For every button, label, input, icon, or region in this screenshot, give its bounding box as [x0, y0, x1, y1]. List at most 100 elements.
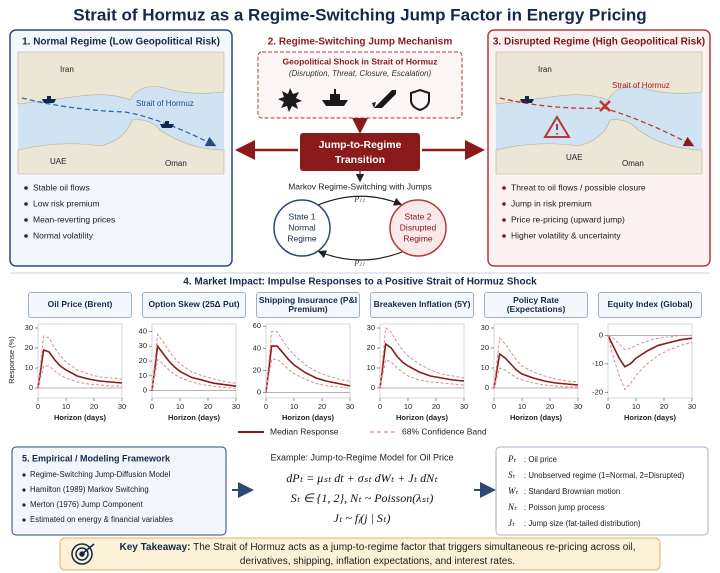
y-tick-label: 20: [481, 343, 489, 352]
y-tick-label: 0: [371, 383, 375, 392]
y-tick-label: 10: [25, 363, 33, 372]
series-line: [493, 336, 579, 389]
title: Strait of Hormuz as a Regime-Switching J…: [73, 5, 646, 24]
legend-label: 68% Confidence Band: [402, 426, 487, 436]
bullet: [24, 234, 28, 238]
x-tick-label: 30: [574, 402, 582, 411]
series-line: [493, 352, 579, 389]
plot-frame: [151, 323, 237, 399]
x-axis-label: Horizon (days): [510, 413, 563, 422]
map-label: Iran: [538, 65, 552, 74]
bullet: [502, 234, 506, 238]
x-tick-label: 20: [546, 402, 554, 411]
y-tick-label: 40: [139, 326, 147, 335]
bullet: [502, 202, 506, 206]
definition-text: : Standard Brownian motion: [524, 487, 620, 496]
bullet-text: Regime-Switching Jump-Diffusion Model: [30, 470, 171, 479]
transition-prob: p₂₁: [354, 256, 365, 266]
definition-symbol: Wₜ: [508, 486, 518, 496]
definition-symbol: Jₜ: [508, 518, 515, 528]
section-heading: 4. Market Impact: Impulse Responses to a…: [183, 277, 537, 288]
map-label: Strait of Hormuz: [136, 99, 194, 108]
y-tick-label: -20: [592, 387, 603, 396]
series-line: [379, 359, 465, 389]
state-label: State 1: [289, 211, 316, 221]
series-line: [37, 335, 123, 389]
map-disrupted: [495, 51, 703, 175]
panel-heading: 2. Regime-Switching Jump Mechanism: [268, 37, 453, 48]
shock-title: Geopolitical Shock in Strait of Hormuz: [283, 56, 438, 66]
panel-heading: 1. Normal Regime (Low Geopolitical Risk): [22, 37, 220, 48]
x-axis-label: Horizon (days): [396, 413, 449, 422]
map-normal: [17, 51, 225, 175]
map-label: UAE: [50, 157, 66, 166]
definitions: Pₜ: Oil price Sₜ: Unobserved regime (1=No…: [507, 454, 685, 528]
series-line: [151, 344, 237, 391]
y-tick-label: 20: [25, 343, 33, 352]
framework-bullets: Regime-Switching Jump-Diffusion Model Ham…: [22, 470, 173, 524]
state-2: [389, 199, 447, 257]
x-tick-label: 0: [492, 402, 496, 411]
bullet: [22, 503, 26, 507]
x-tick-label: 10: [176, 402, 184, 411]
series-line: [607, 335, 693, 368]
y-tick-label: 20: [253, 365, 261, 374]
series-line: [379, 342, 465, 389]
y-tick-label: 0: [257, 387, 261, 396]
chart-title: Shipping Insurance (P&I Premium): [256, 292, 360, 318]
equation: dPₜ = μₛₜ dt + σₛₜ dWₜ + Jₜ dNₜ: [286, 471, 438, 485]
chart-title: Option Skew (25Δ Put): [142, 292, 246, 318]
x-tick-label: 0: [36, 402, 40, 411]
target-icon: [71, 543, 95, 565]
definition-text: : Jump size (fat-tailed distribution): [524, 519, 641, 528]
chart-title: Equity Index (Global): [598, 292, 702, 318]
bullet: [502, 218, 506, 222]
x-tick-label: 10: [518, 402, 526, 411]
definition-symbol: Nₜ: [507, 502, 517, 512]
x-tick-label: 20: [432, 402, 440, 411]
x-tick-label: 20: [204, 402, 212, 411]
y-tick-label: 30: [367, 323, 375, 332]
chart-title: Oil Price (Brent): [28, 292, 132, 318]
bullet-text: Estimated on energy & financial variable…: [30, 515, 173, 524]
transition-prob: p₁₂: [354, 192, 365, 202]
takeaway-box: [59, 537, 661, 571]
map-label: Iran: [60, 65, 74, 74]
y-tick-label: 10: [139, 371, 147, 380]
bullet-text: Jump in risk premium: [511, 198, 592, 208]
y-axis-label: Response (%): [7, 336, 16, 384]
y-tick-label: -10: [592, 359, 603, 368]
series-line: [37, 348, 123, 389]
x-tick-label: 10: [404, 402, 412, 411]
bullet: [24, 186, 28, 190]
bullet: [22, 488, 26, 492]
equation: Jₜ ~ fⱼ(j | Sₜ): [334, 511, 391, 525]
arrow: [317, 195, 403, 206]
map-label: Oman: [165, 159, 187, 168]
definitions-box: [495, 446, 709, 536]
x-tick-label: 30: [232, 402, 240, 411]
state-label: Regime: [403, 233, 433, 243]
series-line: [607, 334, 692, 351]
y-tick-label: 30: [481, 323, 489, 332]
series-line: [151, 333, 237, 391]
y-tick-label: 20: [139, 356, 147, 365]
y-tick-label: 40: [253, 343, 261, 352]
x-tick-label: 10: [62, 402, 70, 411]
y-tick-label: 10: [367, 363, 375, 372]
x-tick-label: 10: [290, 402, 298, 411]
y-tick-label: 0: [485, 383, 489, 392]
state-label: Normal: [288, 222, 316, 232]
transition-box: [300, 133, 420, 171]
bullet: [502, 186, 506, 190]
series-line: [37, 365, 122, 389]
legend: Median Response 68% Confidence Band: [238, 426, 487, 436]
takeaway: Key Takeaway: The Strait of Hormuz acts …: [100, 541, 655, 568]
transition-label: Jump-to-Regime: [319, 139, 402, 151]
chart-title: Breakeven Inflation (5Y): [370, 292, 474, 318]
x-axis-label: Horizon (days): [624, 413, 677, 422]
x-tick-label: 0: [378, 402, 382, 411]
y-tick-label: 20: [367, 343, 375, 352]
bullet: [22, 473, 26, 477]
